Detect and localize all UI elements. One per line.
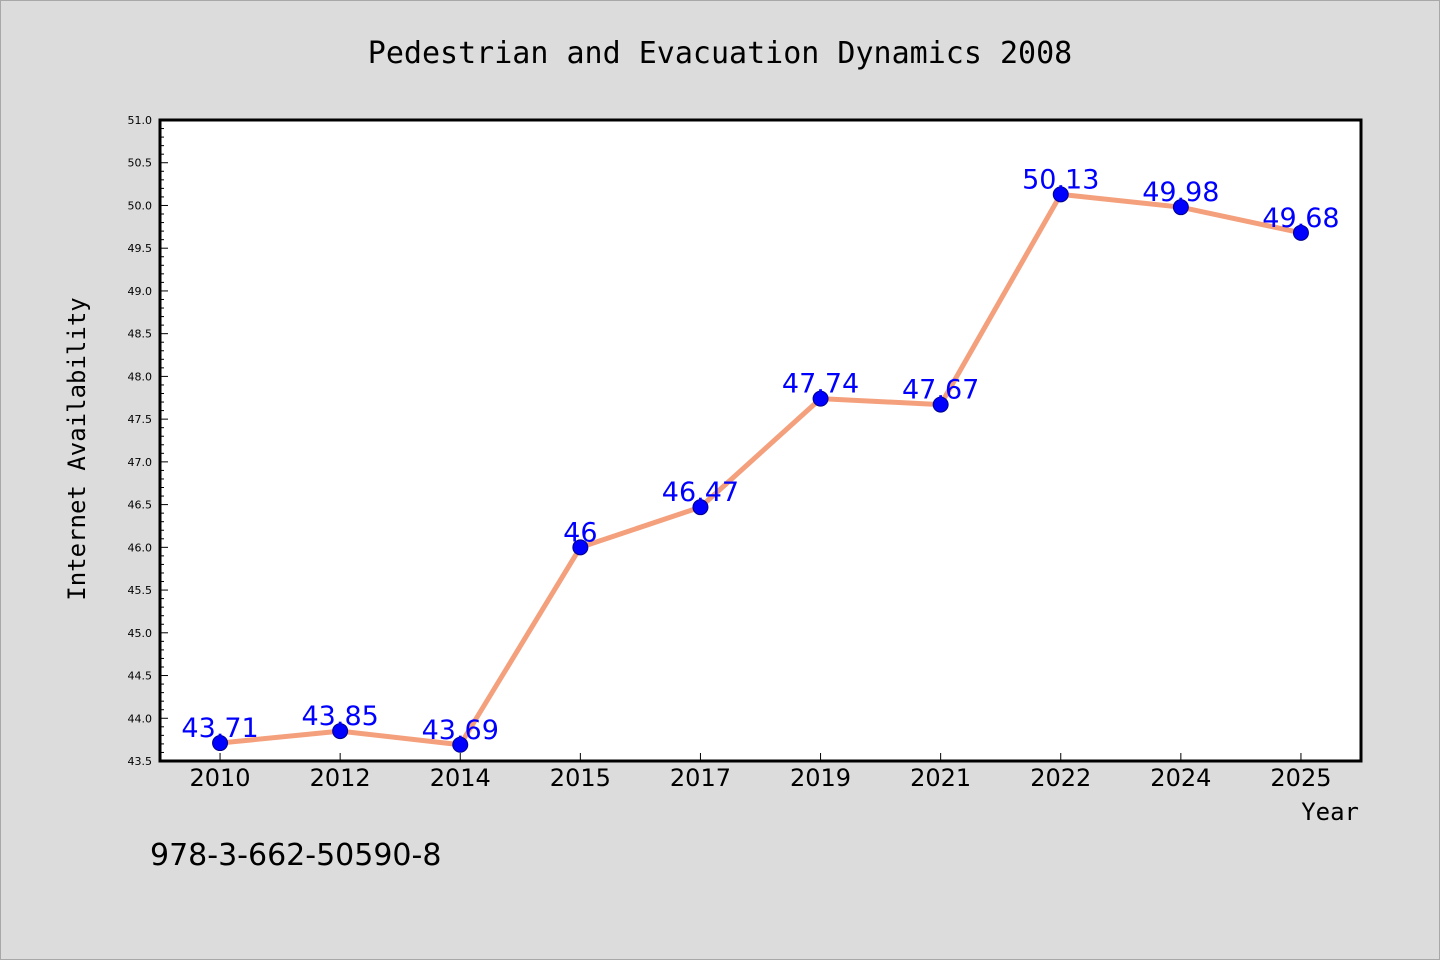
plot-frame [158, 118, 1363, 763]
chart-title: Pedestrian and Evacuation Dynamics 2008 [368, 36, 1072, 71]
x-tick-label: 2010 [190, 764, 251, 792]
x-tick-label: 2017 [670, 764, 731, 792]
x-tick-label: 2014 [430, 764, 491, 792]
data-label: 43.85 [302, 701, 379, 732]
y-tick-label: 47.0 [128, 456, 153, 469]
data-point [572, 539, 589, 556]
data-label: 50.13 [1022, 164, 1099, 195]
y-tick-label: 50.0 [128, 199, 153, 212]
data-label-layer: 43.71 43.85 43.69 46 46.47 47.74 47.67 50.13 49.… [181, 164, 1339, 745]
y-axis: 43.5 44.0 44.5 45.0 45.5 46.0 46.5 47.0 47.5 48.0… [128, 114, 168, 768]
y-tick-label: 50.5 [128, 157, 153, 170]
data-point [812, 390, 829, 407]
y-tick-label: 44.5 [128, 670, 153, 683]
x-axis-title: Year [1301, 798, 1359, 826]
data-label: 47.74 [782, 369, 859, 400]
data-label: 43.69 [422, 715, 499, 746]
y-tick-label: 45.0 [128, 627, 153, 640]
y-tick-label: 46.0 [128, 541, 153, 554]
data-label: 43.71 [181, 713, 258, 744]
data-point [212, 735, 229, 752]
y-tick-label: 45.5 [128, 584, 153, 597]
data-label: 49.68 [1262, 203, 1339, 234]
data-label: 47.67 [902, 375, 979, 406]
x-tick-label: 2012 [310, 764, 371, 792]
data-point [1172, 199, 1189, 216]
series-layer [212, 186, 1309, 753]
data-point [452, 736, 469, 753]
x-tick-label: 2024 [1150, 764, 1211, 792]
x-axis: 2010 2012 2014 2015 2017 2019 2021 2022 2024 2025 [190, 753, 1331, 792]
series-line [217, 191, 1304, 748]
data-point [332, 723, 349, 740]
x-tick-label: 2025 [1270, 764, 1331, 792]
data-point [1292, 224, 1309, 241]
data-point [932, 396, 949, 413]
footnote-isbn: 978-3-662-50590-8 [150, 838, 441, 873]
data-label: 49.98 [1142, 177, 1219, 208]
y-tick-label: 51.0 [128, 114, 153, 127]
y-tick-label: 47.5 [128, 413, 153, 426]
y-axis-title: Internet Availability [63, 297, 91, 600]
x-tick-label: 2021 [910, 764, 971, 792]
data-point [1052, 186, 1069, 203]
data-point [692, 499, 709, 516]
y-tick-label: 46.5 [128, 499, 153, 512]
x-tick-label: 2015 [550, 764, 611, 792]
y-tick-label: 44.0 [128, 712, 153, 725]
data-label: 46.47 [662, 477, 739, 508]
x-tick-label: 2022 [1030, 764, 1091, 792]
y-tick-label: 49.0 [128, 285, 153, 298]
y-tick-label: 48.5 [128, 328, 153, 341]
x-tick-label: 2019 [790, 764, 851, 792]
plot-area [160, 120, 1361, 761]
y-tick-label: 49.5 [128, 242, 153, 255]
data-label: 46 [563, 517, 597, 548]
y-tick-label: 48.0 [128, 370, 153, 383]
y-tick-label: 43.5 [128, 755, 153, 768]
